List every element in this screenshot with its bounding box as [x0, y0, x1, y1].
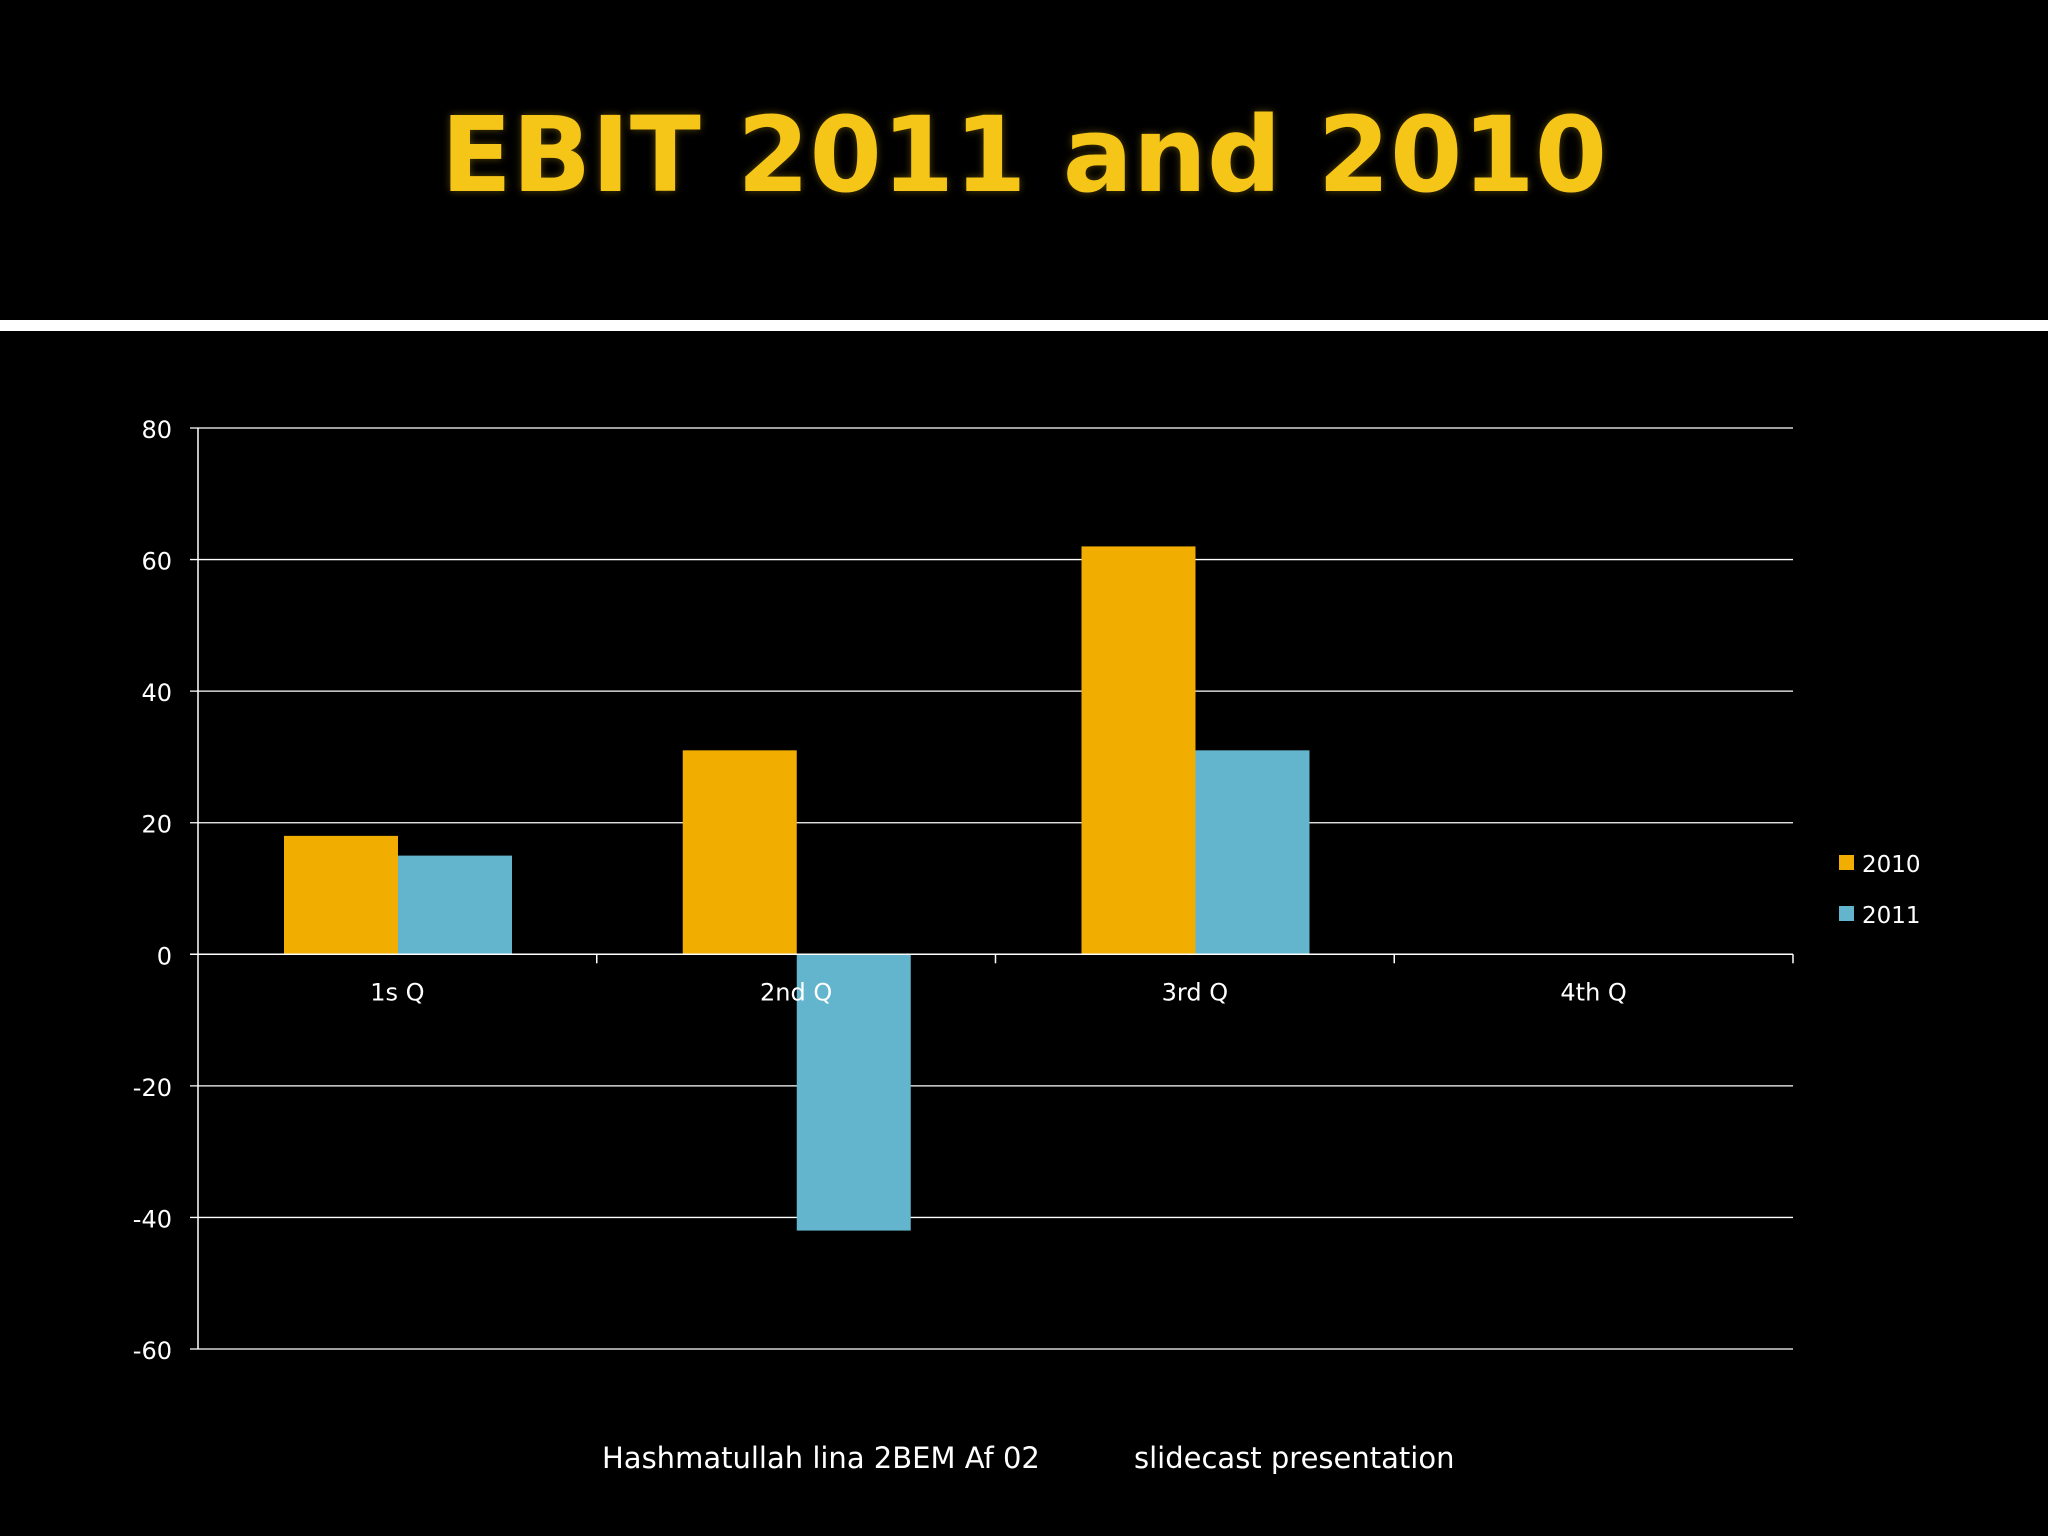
- footer-presentation-type: slidecast presentation: [1134, 1441, 1455, 1475]
- legend-label-2011: 2011: [1862, 903, 1921, 929]
- axis-labels: 80 60 40 20 0 -20 -40 -60 1s Q 2nd Q 3rd Q 4th Q: [133, 416, 1627, 1365]
- x-tick-label: 4th Q: [1560, 978, 1626, 1006]
- x-tick-label: 3rd Q: [1162, 978, 1228, 1006]
- bar-2011-1s-q: [398, 855, 512, 955]
- y-tick-label: 0: [157, 942, 172, 970]
- axes: [190, 428, 1794, 1349]
- y-tick-label: 40: [141, 679, 172, 707]
- bar-2011-3rd-q: [1195, 750, 1310, 955]
- footer-author: Hashmatullah lina 2BEM Af 02: [602, 1441, 1040, 1475]
- x-tick-label: 1s Q: [370, 978, 424, 1006]
- y-tick-label: 60: [141, 548, 172, 576]
- bar-2010-2nd-q: [682, 750, 797, 955]
- legend: 2010 2011: [1839, 852, 1921, 929]
- bar-2010-1s-q: [284, 835, 398, 955]
- y-tick-label: 20: [141, 811, 172, 839]
- bar-2010-3rd-q: [1081, 546, 1196, 955]
- y-tick-label: -40: [133, 1205, 172, 1233]
- x-tick-label: 2nd Q: [760, 978, 832, 1006]
- legend-label-2010: 2010: [1862, 852, 1921, 878]
- y-tick-label: -60: [133, 1337, 172, 1365]
- legend-swatch-2010: [1839, 855, 1854, 870]
- title-divider: [0, 320, 2048, 331]
- legend-swatch-2011: [1839, 906, 1854, 921]
- grid-lines: [190, 427, 1793, 1350]
- bar-2011-2nd-q: [796, 954, 911, 1231]
- slide-title: EBIT 2011 and 2010: [440, 94, 1608, 216]
- y-tick-label: -20: [133, 1074, 172, 1102]
- y-tick-label: 80: [141, 416, 172, 444]
- bars: [284, 546, 1310, 1231]
